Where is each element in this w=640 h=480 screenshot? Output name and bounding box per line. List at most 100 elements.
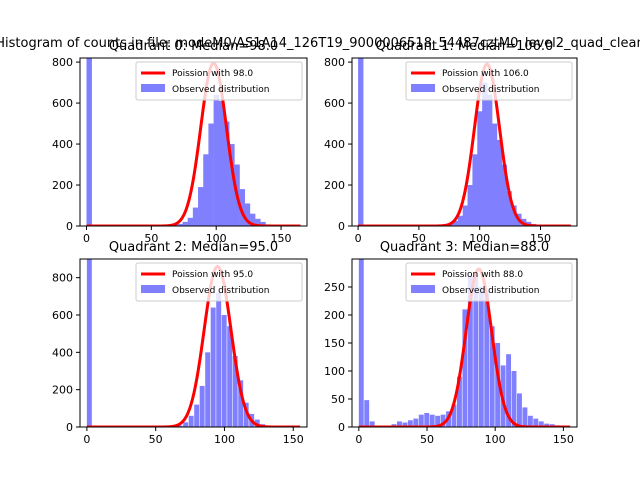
legend-observed-swatch (411, 84, 435, 92)
legend-observed-swatch (141, 285, 165, 293)
y-tick-label: 400 (52, 138, 73, 151)
histogram-bar (369, 421, 375, 427)
histogram-bar (482, 82, 488, 226)
histogram-bar (487, 94, 493, 226)
histogram-bar (188, 415, 194, 427)
x-tick-label: 150 (271, 232, 292, 245)
histogram-bar (544, 423, 550, 427)
legend-poisson-label: Poission with 98.0 (172, 69, 253, 79)
legend-observed-swatch (141, 84, 165, 92)
histogram-bar (210, 307, 216, 427)
x-tick-label: 150 (530, 232, 551, 245)
x-tick-label: 0 (83, 433, 90, 446)
histogram-bar (491, 123, 498, 226)
histogram-bar (457, 376, 462, 427)
histogram-bar (457, 215, 464, 226)
figure-title: Histogram of counts in file: modeM0/AS1A… (0, 36, 640, 51)
y-tick-label: 0 (66, 421, 73, 434)
histogram-bar (451, 404, 457, 427)
legend-observed-label: Observed distribution (442, 85, 539, 95)
axes-frame (79, 57, 308, 227)
histogram-bar (254, 419, 260, 427)
y-tick-label: 800 (52, 56, 73, 69)
x-tick-label: 50 (144, 232, 158, 245)
legend-poisson-label: Poission with 88.0 (442, 270, 523, 280)
histogram-bar (243, 402, 249, 427)
y-tick-label: 200 (324, 179, 345, 192)
histogram-bar (216, 292, 222, 427)
histogram-bar (477, 111, 483, 226)
subplot-quadrant-3: 0 50 100 150 0 50 100 150 200 250 Quadrant 3: Medi… (324, 240, 578, 446)
histogram-bar (452, 220, 459, 226)
y-tick-label: 250 (324, 281, 345, 294)
histogram-bar (495, 343, 501, 427)
histogram-bar (255, 218, 261, 226)
x-tick-label: 50 (412, 232, 426, 245)
histogram-bar (472, 154, 478, 226)
histogram-bar (533, 418, 539, 427)
histogram-bar (208, 123, 214, 226)
y-tick-label: 200 (52, 179, 73, 192)
histogram-bar (538, 421, 544, 427)
histogram-bar (238, 380, 244, 427)
x-tick-label: 100 (485, 433, 506, 446)
histogram-bar (182, 221, 188, 226)
histogram-bar (506, 354, 511, 427)
y-tick-label: 600 (52, 97, 73, 110)
histogram-bar (86, 58, 92, 226)
histogram-bar (227, 326, 233, 427)
histogram-bar (484, 292, 490, 427)
histogram-bar (198, 187, 204, 226)
histogram-bar (183, 422, 189, 427)
histogram-bar (402, 422, 408, 427)
y-tick-label: 0 (66, 220, 73, 233)
x-tick-label: 50 (149, 433, 163, 446)
histogram-bar (462, 309, 468, 427)
y-tick-label: 600 (324, 97, 345, 110)
histogram-bar (187, 217, 194, 226)
legend-poisson-label: Poission with 95.0 (172, 270, 253, 280)
subplot-quadrant-2: 0 50 100 150 0 200 400 600 800 Quadrant 2: Median… (52, 240, 308, 446)
legend-observed-label: Observed distribution (442, 286, 539, 296)
histogram-bar (177, 223, 183, 226)
histogram-bar (440, 414, 446, 427)
histogram-bar (522, 407, 528, 427)
subplot-title: Quadrant 0: Median=98.0 (109, 39, 278, 54)
histogram-bar (407, 420, 413, 427)
y-tick-label: 200 (52, 384, 73, 397)
histogram-bar (223, 121, 230, 226)
legend-box (405, 61, 573, 101)
observed-bars (358, 259, 571, 427)
legend-poisson-label: Poission with 106.0 (442, 69, 529, 79)
x-tick-label: 150 (553, 433, 574, 446)
legend-box (135, 61, 303, 101)
legend: Poission with 106.0 Observed distribution (405, 61, 573, 101)
y-tick-label: 800 (52, 272, 73, 285)
x-tick-label: 100 (206, 232, 227, 245)
histogram-bar (467, 185, 473, 226)
y-tick-label: 400 (324, 138, 345, 151)
legend: Poission with 98.0 Observed distribution (135, 61, 303, 101)
y-tick-label: 400 (52, 346, 73, 359)
legend-box (405, 262, 573, 302)
histogram-bar (429, 414, 435, 427)
x-tick-label: 0 (355, 433, 362, 446)
subplot-quadrant-1: 0 50 100 150 0 200 400 600 800 Quadrant 1: Median… (324, 39, 578, 245)
histogram-bar (205, 352, 211, 427)
y-tick-label: 100 (324, 365, 345, 378)
observed-bars (358, 58, 541, 226)
histogram-bar (249, 213, 256, 226)
legend-observed-swatch (411, 285, 435, 293)
histogram-bar (506, 191, 512, 226)
y-tick-label: 600 (52, 309, 73, 322)
histogram-bar (229, 144, 235, 226)
histogram-bar (221, 315, 227, 427)
y-tick-label: 150 (324, 337, 345, 350)
histogram-bar (203, 154, 209, 226)
histogram-bar (413, 418, 419, 427)
legend-observed-label: Observed distribution (172, 85, 269, 95)
histogram-bar (435, 415, 441, 427)
histogram-bar (462, 205, 469, 226)
subplot-title: Quadrant 2: Median=95.0 (109, 240, 278, 255)
